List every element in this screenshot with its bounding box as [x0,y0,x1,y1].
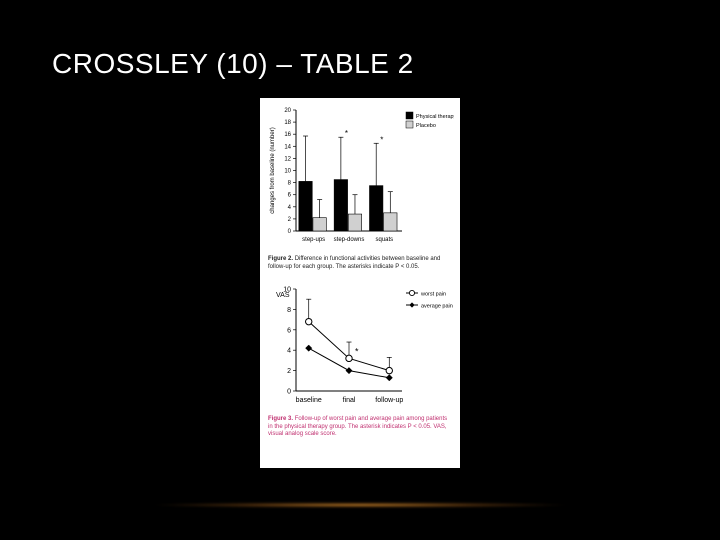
figure-2-chart: changes from baseline (number) 0 2 4 6 8 10 12 1… [266,104,454,249]
svg-text:4: 4 [287,348,291,355]
slide-title: CROSSLEY (10) – TABLE 2 [52,48,414,80]
svg-text:*: * [355,346,359,356]
svg-text:6: 6 [287,327,291,334]
svg-text:*: * [345,129,348,138]
svg-text:step-ups: step-ups [302,237,325,243]
svg-text:0: 0 [287,389,291,396]
svg-text:20: 20 [284,108,291,114]
svg-text:squats: squats [375,237,393,243]
svg-text:baseline: baseline [296,397,322,404]
svg-text:2: 2 [288,217,292,223]
figure-panel: changes from baseline (number) 0 2 4 6 8 10 12 1… [260,98,460,468]
svg-text:8: 8 [287,307,291,314]
figure-3-caption-label: Figure 3. [268,416,293,422]
svg-text:step-downs: step-downs [334,237,365,243]
svg-text:16: 16 [284,132,291,138]
svg-text:10: 10 [284,169,291,175]
svg-text:worst pain: worst pain [420,292,446,298]
svg-text:10: 10 [283,287,291,294]
svg-text:18: 18 [284,120,291,126]
svg-text:Physical therapy: Physical therapy [416,114,454,120]
svg-text:8: 8 [288,181,292,187]
svg-text:changes from baseline (number): changes from baseline (number) [270,127,276,213]
accent-divider [150,502,570,508]
svg-text:0: 0 [288,229,292,235]
svg-text:follow-up: follow-up [375,397,403,404]
svg-text:*: * [380,135,383,144]
figure-2-caption-text: Difference in functional activities betw… [268,256,440,270]
svg-text:final: final [343,397,356,404]
svg-text:Placebo: Placebo [416,123,436,129]
svg-text:12: 12 [284,156,291,162]
figure-2-caption-label: Figure 2. [268,256,293,262]
svg-text:2: 2 [287,368,291,375]
figure-3-chart: VAS0246810*baselinefinalfollow-upworst p… [266,281,454,409]
svg-text:6: 6 [288,193,292,199]
figure-3-caption: Figure 3. Follow-up of worst pain and av… [266,414,454,443]
svg-text:14: 14 [284,144,291,150]
svg-text:4: 4 [288,205,292,211]
figure-2-caption: Figure 2. Difference in functional activ… [266,254,454,275]
figure-3-caption-text: Follow-up of worst pain and average pain… [268,416,447,437]
svg-text:average pain: average pain [421,304,453,310]
